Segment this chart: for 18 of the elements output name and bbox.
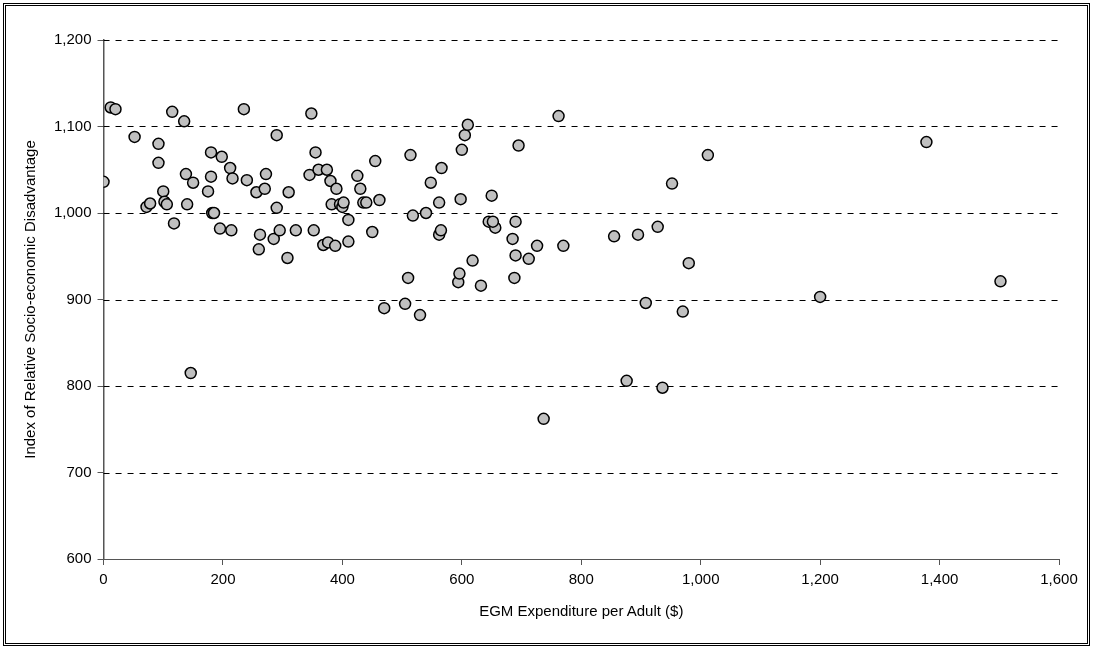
x-tick-label: 1,400 <box>920 570 959 588</box>
y-axis-title: Index of Relative Socio-economic Disadvantage <box>21 140 39 459</box>
x-tick-label: 0 <box>99 570 108 588</box>
y-tick-label: 800 <box>66 376 92 394</box>
y-tick-label: 900 <box>66 289 92 307</box>
y-tick-label: 600 <box>66 549 92 567</box>
x-tick-label: 600 <box>449 570 475 588</box>
y-tick-label: 1,000 <box>53 203 92 221</box>
x-axis-title: EGM Expenditure per Adult ($) <box>479 602 684 620</box>
y-tick-label: 1,200 <box>53 30 92 48</box>
y-tick-label: 700 <box>66 462 92 480</box>
y-tick-label: 1,100 <box>53 116 92 134</box>
x-tick-label: 1,000 <box>681 570 720 588</box>
x-tick-label: 1,200 <box>801 570 839 588</box>
x-tick-label: 200 <box>210 570 236 588</box>
x-tick-label: 1,600 <box>1040 570 1078 588</box>
x-tick-label: 800 <box>568 570 594 588</box>
x-tick-label: 400 <box>329 570 355 588</box>
